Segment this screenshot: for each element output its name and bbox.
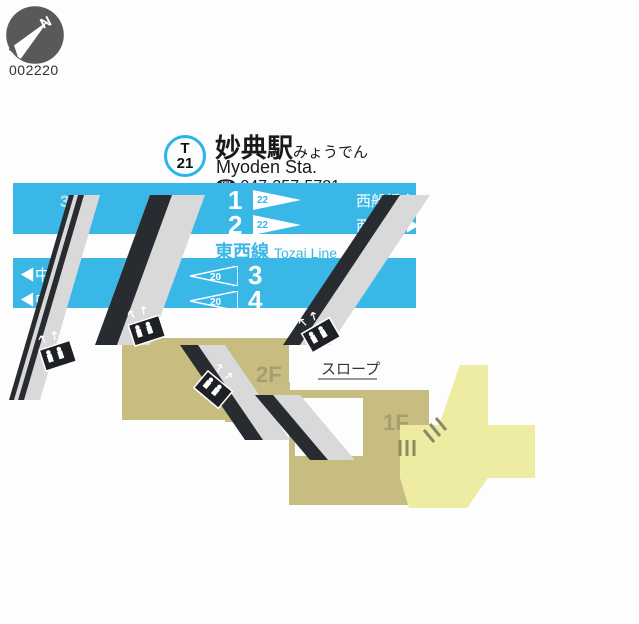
svg-text:1F: 1F <box>383 410 409 435</box>
svg-text:2F: 2F <box>256 362 282 387</box>
svg-text:スロープ: スロープ <box>321 361 380 378</box>
